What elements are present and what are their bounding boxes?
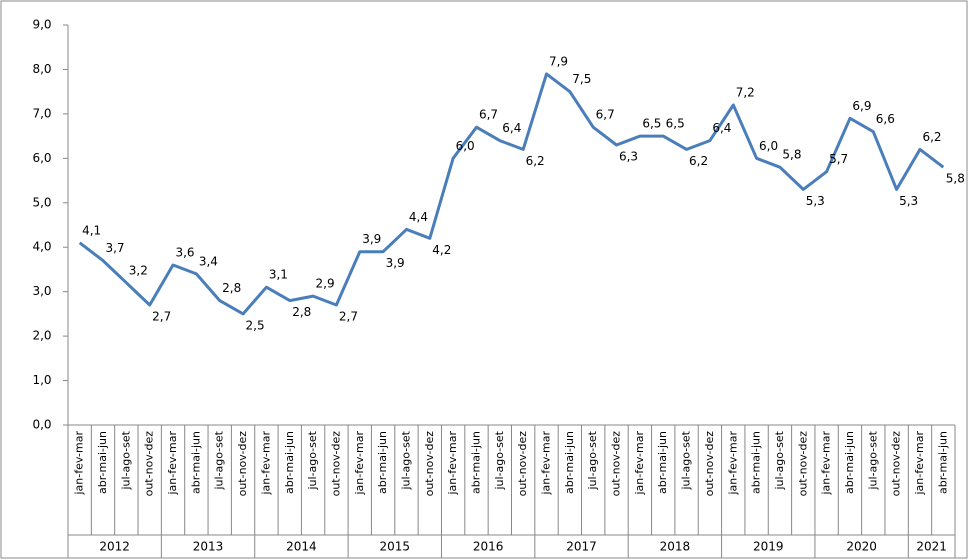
y-tick-label: 6,0 [32,151,51,165]
y-tick-label: 4,0 [32,240,51,254]
x-tick-label: out-nov-dez [703,431,716,497]
data-label: 5,3 [899,194,918,208]
data-label: 3,4 [199,254,218,268]
data-label: 6,9 [852,99,871,113]
data-label: 6,2 [922,130,941,144]
data-label: 2,8 [292,305,311,319]
x-tick-label: abr-mai-jun [189,431,202,494]
x-tick-label: jul-ago-set [773,430,786,490]
year-label: 2012 [99,540,130,554]
data-label: 5,7 [829,152,848,166]
data-label: 3,1 [269,268,288,282]
data-line [78,72,945,316]
year-label: 2014 [286,540,317,554]
year-label: 2017 [566,540,597,554]
x-tick-label: abr-mai-jun [283,431,296,494]
data-label: 6,0 [759,139,778,153]
data-label: 6,7 [479,108,498,122]
x-tick-label: jan-fev-mar [726,431,739,496]
x-tick-label: out-nov-dez [890,431,903,497]
x-tick-label: abr-mai-jun [656,431,669,494]
x-tick-label: out-nov-dez [516,431,529,497]
data-label: 3,9 [362,232,381,246]
year-label: 2020 [846,540,877,554]
year-label: 2021 [916,540,947,554]
data-label: 3,9 [386,256,405,270]
data-label: 2,7 [339,310,358,324]
x-tick-label: out-nov-dez [143,431,156,497]
x-tick-label: jul-ago-set [680,430,693,490]
data-label: 6,5 [666,117,685,131]
x-tick-label: jul-ago-set [586,430,599,490]
data-label: 4,4 [409,210,428,224]
data-label: 6,4 [712,121,731,135]
y-tick-label: 3,0 [32,284,51,298]
x-tick-label: jul-ago-set [213,430,226,490]
x-tick-label: out-nov-dez [329,431,342,497]
x-tick-label: jul-ago-set [399,430,412,490]
x-tick-label: jul-ago-set [306,430,319,490]
x-tick-label: jan-fev-mar [259,431,272,496]
data-label: 4,2 [432,243,451,257]
x-tick-label: abr-mai-jun [843,431,856,494]
data-label: 6,6 [876,112,895,126]
data-label: 7,2 [736,86,755,100]
year-label: 2015 [380,540,411,554]
y-tick-label: 0,0 [32,418,51,432]
x-tick-label: jan-fev-mar [633,431,646,496]
x-tick-label: jan-fev-mar [540,431,553,496]
x-tick-label: out-nov-dez [610,431,623,497]
x-tick-label: abr-mai-jun [469,431,482,494]
data-label: 6,2 [689,154,708,168]
data-label: 5,8 [782,148,801,162]
data-label: 7,9 [549,54,568,68]
x-tick-label: out-nov-dez [236,431,249,497]
x-tick-label: jan-fev-mar [73,431,86,496]
data-label: 2,7 [152,310,171,324]
data-label: 6,2 [526,154,545,168]
x-tick-label: abr-mai-jun [750,431,763,494]
x-tick-label: jul-ago-set [866,430,879,490]
data-label: 4,1 [82,223,101,237]
data-label: 6,5 [642,117,661,131]
x-tick-label: jan-fev-mar [353,431,366,496]
year-label: 2013 [193,540,224,554]
data-label: 2,8 [222,281,241,295]
data-label: 3,2 [129,263,148,277]
x-tick-label: jan-fev-mar [446,431,459,496]
x-tick-label: jul-ago-set [493,430,506,490]
y-tick-label: 8,0 [32,62,51,76]
y-tick-label: 7,0 [32,106,51,120]
data-label: 2,5 [246,318,265,332]
year-label: 2018 [660,540,691,554]
x-tick-label: jan-fev-mar [913,431,926,496]
x-tick-label: jan-fev-mar [166,431,179,496]
data-label: 6,4 [502,121,521,135]
data-label: 6,3 [619,150,638,164]
data-label: 5,8 [946,172,965,186]
x-tick-label: jul-ago-set [119,430,132,490]
y-tick-label: 1,0 [32,373,51,387]
x-tick-label: abr-mai-jun [376,431,389,494]
data-label: 2,9 [316,277,335,291]
data-label: 3,7 [105,241,124,255]
data-label: 6,0 [456,139,475,153]
x-tick-label: abr-mai-jun [563,431,576,494]
y-tick-label: 2,0 [32,329,51,343]
data-label: 7,5 [572,72,591,86]
x-tick-label: abr-mai-jun [96,431,109,494]
data-label: 6,7 [596,108,615,122]
data-label: 5,3 [806,194,825,208]
y-tick-label: 9,0 [32,18,51,32]
year-label: 2019 [753,540,784,554]
x-tick-label: out-nov-dez [423,431,436,497]
x-tick-label: out-nov-dez [796,431,809,497]
y-tick-label: 5,0 [32,195,51,209]
year-label: 2016 [473,540,504,554]
x-tick-label: jan-fev-mar [820,431,833,496]
x-tick-label: abr-mai-jun [936,431,949,494]
data-label: 3,6 [175,246,194,260]
